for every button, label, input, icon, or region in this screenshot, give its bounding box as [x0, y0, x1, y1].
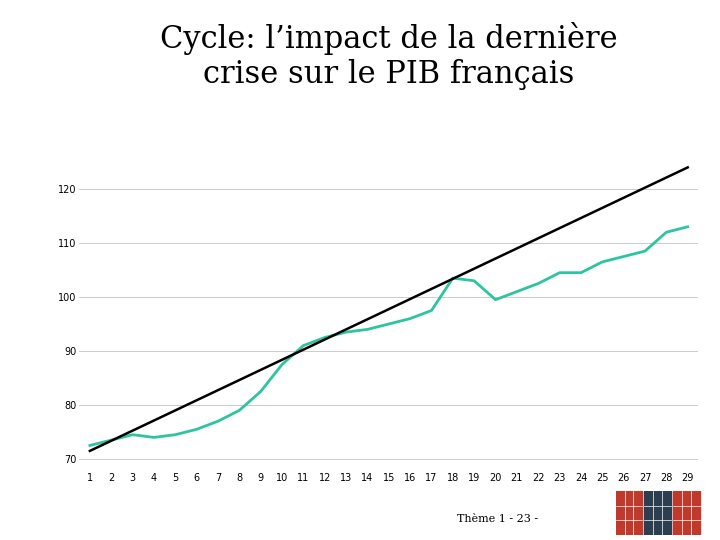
Bar	[644, 491, 671, 535]
Bar	[673, 491, 700, 535]
Text: Cycle: l’impact de la dernière
crise sur le PIB français: Cycle: l’impact de la dernière crise sur…	[160, 22, 618, 90]
Bar	[616, 491, 642, 535]
Text: Thème 1 - 23 -: Thème 1 - 23 -	[457, 514, 539, 524]
